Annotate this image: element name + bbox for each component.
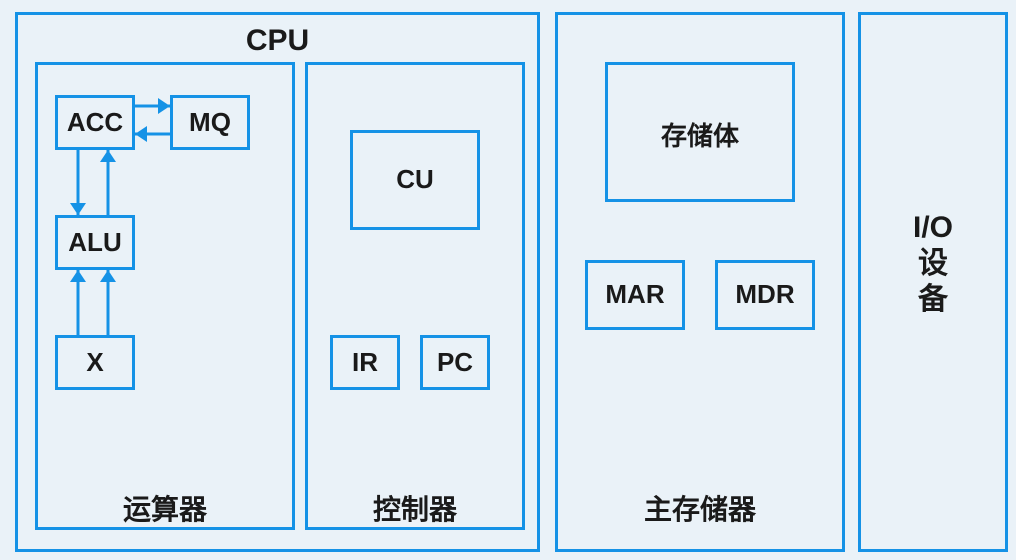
main-memory-caption: 主存储器 xyxy=(555,488,845,528)
mar-label: MAR xyxy=(585,279,685,310)
io-label-line-1: 设 xyxy=(918,246,948,282)
cu-label: CU xyxy=(350,164,480,195)
x-label: X xyxy=(55,347,135,378)
acc-label: ACC xyxy=(55,107,135,138)
storage-label: 存储体 xyxy=(605,116,795,153)
ir-label: IR xyxy=(330,347,400,378)
io-label-line-0: I/O xyxy=(913,210,953,246)
mq-label: MQ xyxy=(170,107,250,138)
mdr-label: MDR xyxy=(715,279,815,310)
pc-label: PC xyxy=(420,347,490,378)
io-label-line-2: 备 xyxy=(918,282,948,318)
io-device-label: I/O 设 备 xyxy=(858,210,1008,318)
arithmetic-unit-caption: 运算器 xyxy=(35,488,295,528)
alu-label: ALU xyxy=(55,227,135,258)
cpu-title: CPU xyxy=(15,24,540,58)
controller-caption: 控制器 xyxy=(305,488,525,528)
